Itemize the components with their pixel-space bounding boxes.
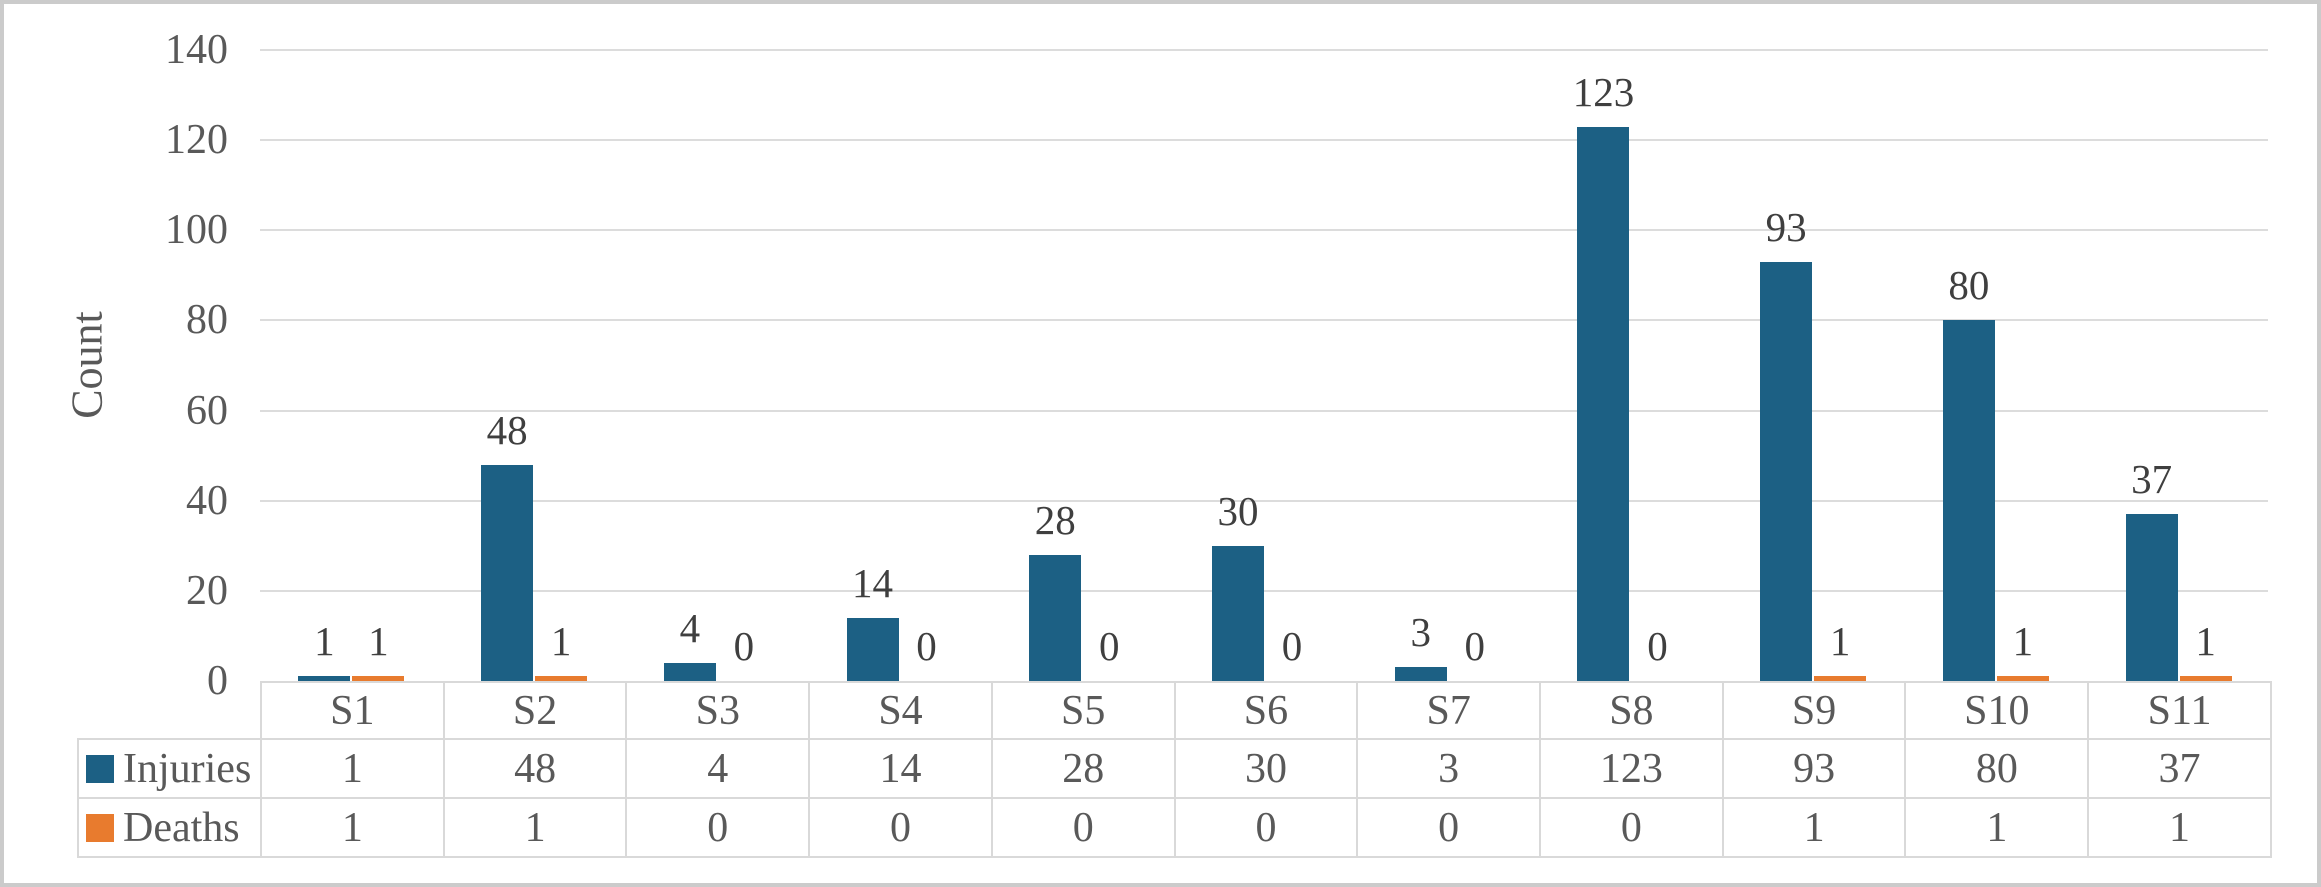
legend-cell-deaths: Deaths xyxy=(77,797,262,858)
table-value-injuries-s11: 37 xyxy=(2087,738,2272,799)
y-tick-label-120: 120 xyxy=(165,117,228,164)
table-value-deaths-s5: 0 xyxy=(990,797,1176,858)
table-value-injuries-s4: 14 xyxy=(808,738,993,799)
table-value-injuries-s1: 1 xyxy=(260,738,445,799)
table-value-injuries-s6: 30 xyxy=(1173,738,1359,799)
bar-label-deaths-s7: 0 xyxy=(1464,623,1485,669)
y-tick-label-80: 80 xyxy=(186,297,228,344)
bar-label-deaths-s10: 1 xyxy=(2012,618,2034,665)
category-header-s7: S7 xyxy=(1356,681,1542,740)
bar-injuries-s2 xyxy=(481,464,534,681)
category-header-s10: S10 xyxy=(1904,681,2090,740)
table-row-categories: S1 S2 S3 S4 S5 S6 S7 S8 S9 S10 S11 xyxy=(78,681,2272,740)
bar-deaths-s11 xyxy=(2179,676,2232,681)
bar-injuries-s8 xyxy=(1577,126,1630,681)
table-value-injuries-s8: 123 xyxy=(1539,738,1724,799)
y-tick-label-40: 40 xyxy=(186,477,228,524)
bar-label-injuries-s6: 30 xyxy=(1217,487,1259,534)
table-value-injuries-s5: 28 xyxy=(990,738,1176,799)
category-header-s9: S9 xyxy=(1721,681,1907,740)
table-value-deaths-s10: 1 xyxy=(1904,797,2090,858)
legend-label-deaths: Deaths xyxy=(123,804,240,851)
y-tick-label-20: 20 xyxy=(186,567,228,614)
gridline-140 xyxy=(260,49,2268,51)
gridline-120 xyxy=(260,139,2268,142)
table-corner-blank xyxy=(78,682,261,739)
category-header-s2: S2 xyxy=(442,681,628,740)
gridline-20 xyxy=(260,589,2268,592)
table-value-deaths-s1: 1 xyxy=(260,797,445,858)
bar-injuries-s9 xyxy=(1760,261,1813,681)
category-header-s11: S11 xyxy=(2087,681,2272,740)
bar-injuries-s6 xyxy=(1212,545,1264,681)
y-tick-label-0: 0 xyxy=(207,658,228,704)
bar-label-deaths-s4: 0 xyxy=(916,623,937,669)
bar-label-deaths-s6: 0 xyxy=(1281,623,1303,669)
category-header-s5: S5 xyxy=(990,681,1176,740)
bar-label-injuries-s3: 4 xyxy=(679,604,701,651)
legend-label-injuries: Injuries xyxy=(123,745,252,792)
data-table: S1 S2 S3 S4 S5 S6 S7 S8 S9 S10 S11 Injuries 1 48 4 14 28… xyxy=(77,681,2272,858)
table-value-deaths-s8: 0 xyxy=(1539,797,1724,858)
bar-label-deaths-s5: 0 xyxy=(1099,623,1120,669)
y-tick-label-100: 100 xyxy=(165,207,228,254)
bar-deaths-s1 xyxy=(352,676,405,681)
gridline-60 xyxy=(260,409,2268,412)
bar-label-injuries-s11: 37 xyxy=(2131,456,2173,503)
legend-key-deaths-icon xyxy=(86,813,114,842)
y-tick-label-60: 60 xyxy=(186,387,228,434)
category-header-s3: S3 xyxy=(625,681,811,740)
bar-injuries-s3 xyxy=(663,662,716,681)
bar-label-injuries-s8: 123 xyxy=(1572,68,1635,115)
table-value-injuries-s9: 93 xyxy=(1721,738,1907,799)
bar-label-deaths-s9: 1 xyxy=(1829,618,1851,665)
category-header-s6: S6 xyxy=(1173,681,1359,740)
bar-label-injuries-s7: 3 xyxy=(1410,609,1431,656)
bar-label-injuries-s4: 14 xyxy=(852,559,894,606)
table-row-deaths: Deaths 1 1 0 0 0 0 0 0 1 1 1 xyxy=(77,797,2272,858)
gridline-40 xyxy=(260,499,2268,502)
bar-injuries-s7 xyxy=(1394,667,1447,681)
bar-deaths-s2 xyxy=(535,676,588,681)
legend-key-injuries-icon xyxy=(86,754,114,783)
table-value-injuries-s3: 4 xyxy=(625,738,811,799)
bar-label-injuries-s10: 80 xyxy=(1948,262,1990,309)
bar-label-injuries-s5: 28 xyxy=(1034,496,1076,543)
table-value-deaths-s7: 0 xyxy=(1356,797,1542,858)
category-header-s1: S1 xyxy=(260,681,445,740)
table-value-deaths-s9: 1 xyxy=(1721,797,1907,858)
bar-label-injuries-s1: 1 xyxy=(314,618,335,665)
table-row-injuries: Injuries 1 48 4 14 28 30 3 123 93 80 37 xyxy=(77,738,2272,799)
bar-injuries-s11 xyxy=(2125,514,2178,681)
table-value-deaths-s11: 1 xyxy=(2087,797,2272,858)
gridline-100 xyxy=(260,229,2268,232)
bar-injuries-s10 xyxy=(1942,320,1995,681)
table-value-injuries-s10: 80 xyxy=(1904,738,2090,799)
bar-label-deaths-s2: 1 xyxy=(550,618,572,665)
bar-label-injuries-s9: 93 xyxy=(1765,203,1807,250)
category-header-s8: S8 xyxy=(1539,681,1724,740)
bar-deaths-s10 xyxy=(1996,676,2049,681)
bar-injuries-s4 xyxy=(846,617,899,681)
table-value-deaths-s2: 1 xyxy=(442,797,628,858)
bar-label-deaths-s8: 0 xyxy=(1647,623,1668,669)
table-value-injuries-s2: 48 xyxy=(442,738,628,799)
y-tick-label-140: 140 xyxy=(165,27,228,73)
table-value-injuries-s7: 3 xyxy=(1356,738,1542,799)
bar-label-deaths-s11: 1 xyxy=(2195,618,2216,665)
table-value-deaths-s6: 0 xyxy=(1173,797,1359,858)
table-value-deaths-s4: 0 xyxy=(808,797,993,858)
category-header-s4: S4 xyxy=(808,681,993,740)
bar-injuries-s5 xyxy=(1029,554,1082,681)
legend-cell-injuries: Injuries xyxy=(77,738,262,799)
bar-deaths-s9 xyxy=(1814,676,1867,681)
bar-label-deaths-s1: 1 xyxy=(368,618,389,665)
bar-label-injuries-s2: 48 xyxy=(486,406,528,453)
gridline-80 xyxy=(260,319,2268,322)
bar-label-deaths-s3: 0 xyxy=(733,623,755,669)
table-value-deaths-s3: 0 xyxy=(625,797,811,858)
bar-injuries-s1 xyxy=(298,676,351,681)
